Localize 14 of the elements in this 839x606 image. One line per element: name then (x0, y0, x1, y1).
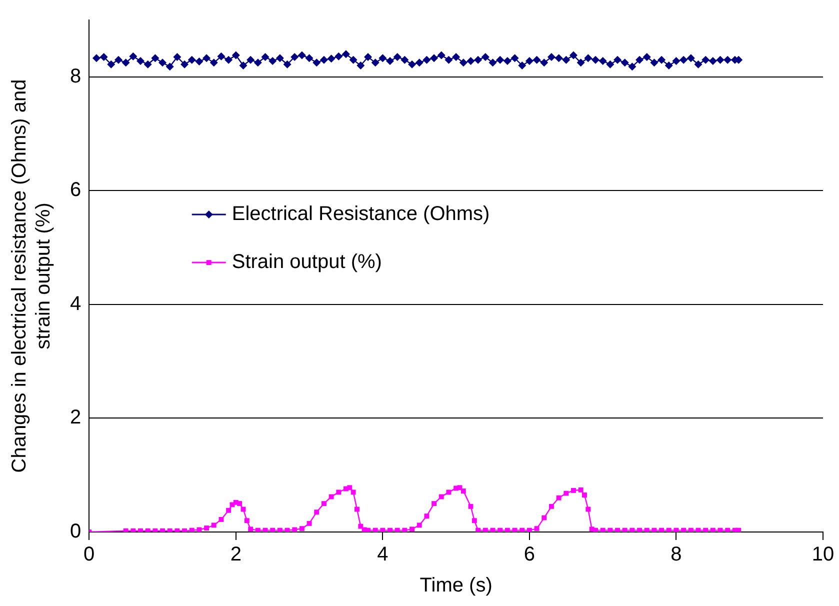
x-tick-label: 4 (377, 544, 388, 566)
x-tick-label: 2 (230, 544, 242, 566)
y-tick-label: 2 (70, 406, 82, 429)
x-tick-label: 6 (524, 544, 536, 566)
y-axis-title: Changes in electrical resistance (Ohms) and strain output (%) (8, 79, 55, 473)
legend-label: Electrical Resistance (Ohms) (232, 203, 490, 226)
x-tick-label: 10 (812, 544, 834, 566)
legend-label: Strain output (%) (232, 251, 382, 274)
y-tick-label: 0 (70, 520, 82, 543)
y-tick-label: 4 (70, 292, 82, 315)
x-axis-title: Time (s) (420, 574, 492, 597)
y-tick-label: 8 (70, 65, 82, 88)
x-tick-label: 8 (670, 544, 682, 566)
y-tick-label: 6 (70, 179, 82, 202)
